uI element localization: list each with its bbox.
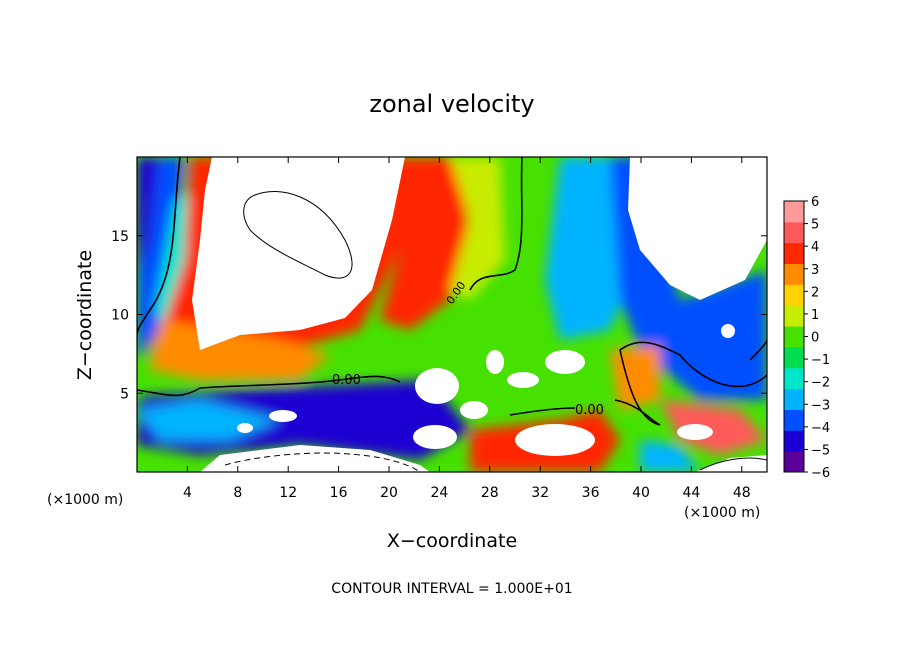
x-tick-label: 16 [330, 485, 348, 501]
x-unit-label-left: (×1000 m) [47, 492, 123, 508]
colorbar-tick-label: −2 [811, 376, 830, 391]
colorbar-swatch [784, 451, 804, 473]
x-unit-label-right: (×1000 m) [684, 505, 760, 521]
colorbar: 6 5 4 3 2 1 0 −1 −2 −3 −4 −5 −6 [783, 195, 830, 481]
colorbar-tick-label: 6 [811, 195, 819, 210]
contour-label: 0.00 [332, 373, 361, 388]
colorbar-swatch [784, 242, 804, 265]
contour-line-bottom-right [699, 457, 767, 471]
white-region-upper-right [628, 157, 767, 300]
field-region-left-orange [150, 320, 330, 380]
contour-label: 0.00 [575, 403, 604, 418]
x-tick-label: 28 [481, 485, 499, 501]
white-spot-left-1 [269, 410, 297, 422]
x-tick-label: 36 [582, 485, 600, 501]
white-spot-right [721, 324, 735, 338]
field-region-central-yellow [450, 157, 505, 300]
white-spot-center-4 [545, 350, 585, 374]
x-tick-label: 20 [380, 485, 398, 501]
y-tick-label: 5 [120, 386, 129, 402]
colorbar-swatch [784, 326, 804, 348]
y-tick-label: 10 [111, 308, 129, 324]
y-axis: 5 10 15 [111, 229, 767, 402]
x-tick-label: 32 [531, 485, 549, 501]
colorbar-tick-label: 4 [811, 240, 819, 255]
colorbar-tick-label: −3 [811, 398, 830, 413]
colorbar-swatch [784, 346, 804, 369]
contour-interval-footnote: CONTOUR INTERVAL = 1.000E+01 [331, 581, 572, 597]
white-spot-lower-right-1 [515, 424, 595, 456]
x-tick-label: 12 [279, 485, 297, 501]
colorbar-swatch [784, 388, 804, 410]
x-tick-label: 24 [430, 485, 448, 501]
chart-title: zonal velocity [369, 90, 534, 118]
contour-line-thin-loop [243, 191, 353, 279]
colorbar-swatch [784, 284, 804, 306]
y-axis-title: Z−coordinate [74, 250, 96, 380]
white-spot-center-1 [415, 368, 459, 404]
white-spot-center-3 [486, 350, 504, 374]
field-region-right-lower-cyan [640, 440, 700, 472]
colorbar-tick-label: 2 [811, 285, 819, 300]
colorbar-tick-label: −5 [811, 443, 830, 458]
colorbar-tick-label: 5 [811, 218, 819, 233]
colorbar-swatch [784, 367, 804, 390]
white-region-bottom [200, 445, 430, 472]
white-region-bottom-right [695, 455, 767, 472]
x-axis-title: X−coordinate [387, 530, 517, 552]
x-tick-label: 4 [183, 485, 192, 501]
colorbar-tick-label: 0 [811, 331, 819, 346]
velocity-field: 0.00 0.00 0.00 [137, 157, 767, 472]
colorbar-tick-label: 3 [811, 263, 819, 278]
white-spot-center-5 [507, 372, 539, 388]
field-region-right-lower-warm [660, 400, 767, 455]
contour-line-left [137, 157, 181, 336]
colorbar-swatch [784, 221, 804, 244]
x-axis: 4 8 12 16 20 24 28 32 36 40 44 48 [183, 157, 751, 501]
colorbar-swatch [784, 430, 804, 452]
field-region-left-deep [137, 157, 160, 280]
colorbar-swatch [784, 305, 804, 327]
colorbar-swatch [784, 263, 804, 285]
x-tick-label: 8 [233, 485, 242, 501]
colorbar-tick-label: 1 [811, 308, 819, 323]
white-spot-center-2 [460, 401, 488, 419]
field-region-central-warm [380, 157, 470, 330]
colorbar-tick-label: −4 [811, 421, 830, 436]
colorbar-tick-label: −6 [811, 466, 830, 481]
colorbar-swatch [784, 409, 804, 431]
x-tick-label: 48 [733, 485, 751, 501]
x-tick-label: 40 [632, 485, 650, 501]
contour-line-bottom-dashed [224, 452, 421, 472]
white-region-upper-left [192, 157, 405, 350]
y-tick-label: 15 [111, 229, 129, 245]
x-tick-label: 44 [682, 485, 700, 501]
contour-line-zero-right [509, 341, 767, 426]
contour-line-central [469, 157, 523, 291]
colorbar-swatch [784, 201, 804, 223]
contour-line-zero-main [137, 375, 401, 397]
white-spot-center-6 [413, 425, 457, 449]
white-spot-left-2 [237, 423, 253, 433]
colorbar-tick-label: −1 [811, 353, 830, 368]
white-spot-lower-right-2 [677, 424, 713, 440]
